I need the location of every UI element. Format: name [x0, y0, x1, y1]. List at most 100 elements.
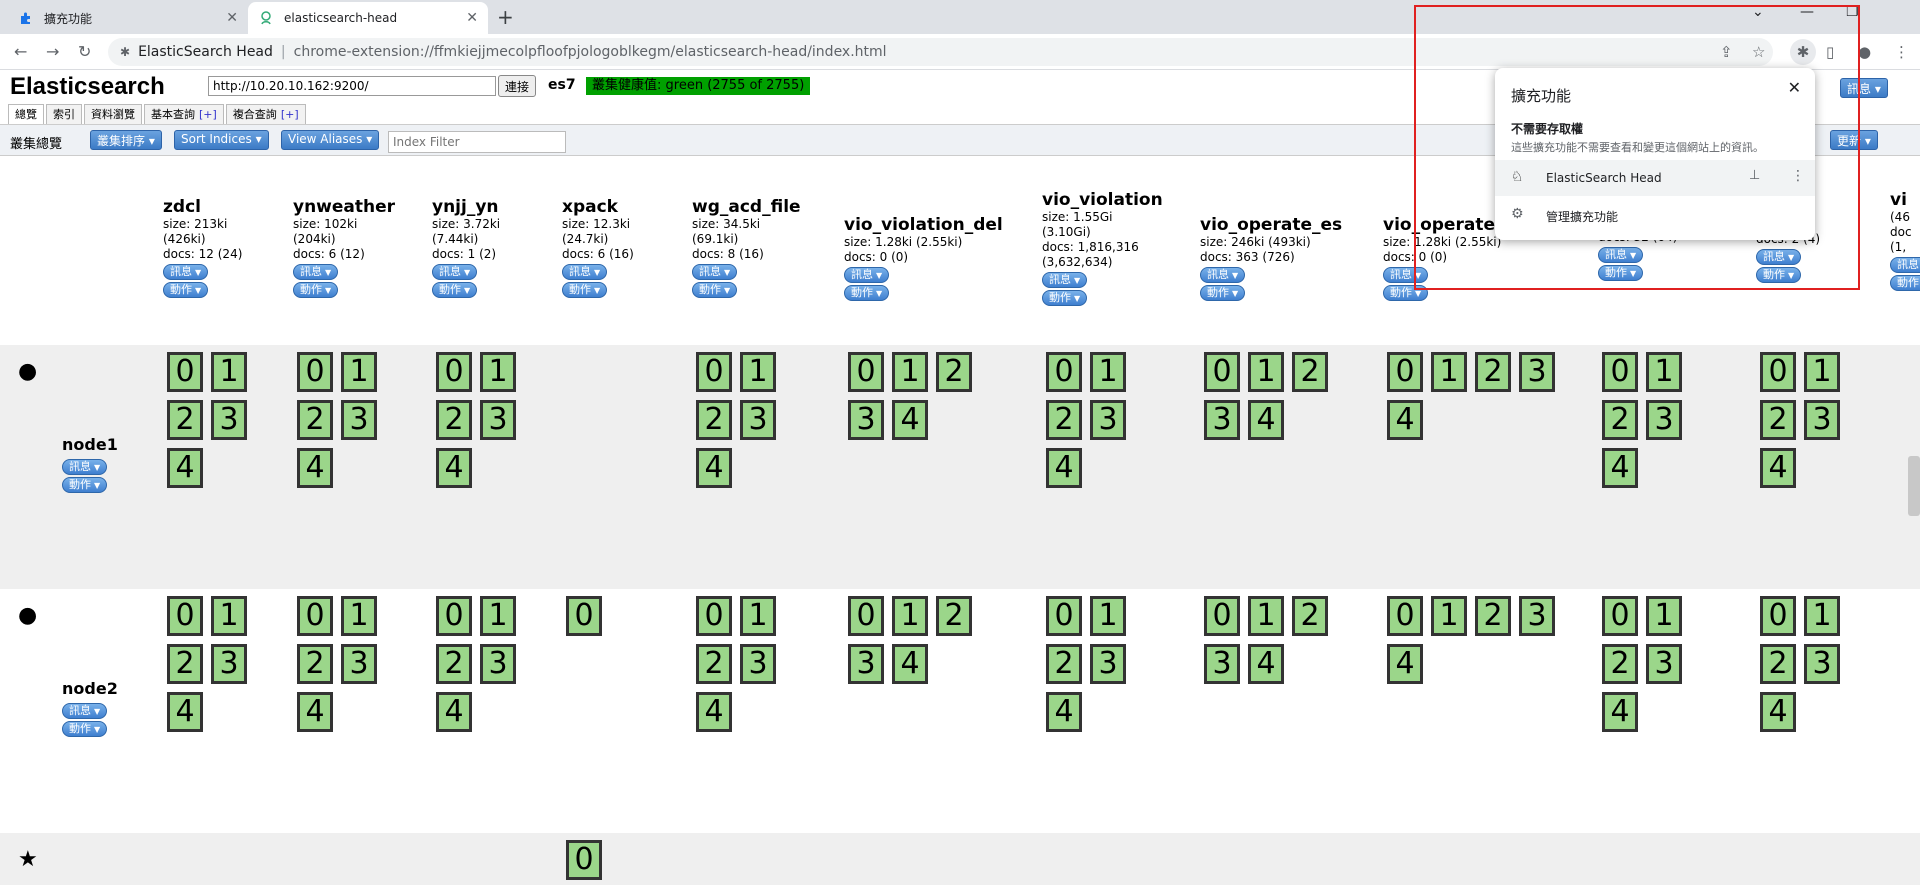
action-pill[interactable]: 動作▼ [1756, 267, 1802, 283]
shard-box[interactable]: 2 [936, 352, 972, 392]
shard-box[interactable]: 1 [892, 596, 928, 636]
shard-box[interactable]: 4 [1602, 448, 1638, 488]
info-pill[interactable]: 訊息▼ [1042, 272, 1088, 288]
shard-box[interactable]: 0 [436, 596, 472, 636]
shard-box[interactable]: 0 [167, 596, 203, 636]
shard-box[interactable]: 0 [1602, 352, 1638, 392]
profile-avatar-icon[interactable]: ● [1858, 43, 1872, 61]
action-pill[interactable]: 動作▼ [1042, 290, 1088, 306]
action-pill[interactable]: 動作▼ [1598, 265, 1644, 281]
action-pill[interactable]: 動作▼ [293, 282, 339, 298]
shard-box[interactable]: 2 [297, 644, 333, 684]
shard-box[interactable]: 1 [211, 596, 247, 636]
shard-box[interactable]: 1 [1090, 352, 1126, 392]
shard-box[interactable]: 3 [341, 400, 377, 440]
index-filter-input[interactable] [388, 131, 566, 153]
side-panel-icon[interactable]: ▯ [1826, 43, 1835, 61]
shard-box[interactable]: 2 [1046, 400, 1082, 440]
shard-box[interactable]: 2 [1475, 352, 1511, 392]
action-pill[interactable]: 動作▼ [562, 282, 608, 298]
shard-box[interactable]: 2 [1046, 644, 1082, 684]
action-pill[interactable]: 動作▼ [163, 282, 209, 298]
shard-box[interactable]: 2 [1760, 644, 1796, 684]
shard-box[interactable]: 4 [1387, 644, 1423, 684]
info-pill[interactable]: 訊息▼ [1890, 257, 1920, 273]
shard-box[interactable]: 0 [1204, 352, 1240, 392]
shard-box[interactable]: 0 [297, 352, 333, 392]
shard-box[interactable]: 0 [1760, 352, 1796, 392]
shard-box[interactable]: 3 [1090, 400, 1126, 440]
tab-elasticsearch-head[interactable]: elasticsearch-head ✕ [248, 2, 488, 34]
tab-plus[interactable]: [+] [199, 108, 217, 121]
shard-box[interactable]: 2 [936, 596, 972, 636]
shard-box[interactable]: 4 [297, 448, 333, 488]
shard-box[interactable]: 4 [1046, 692, 1082, 732]
shard-box[interactable]: 0 [1204, 596, 1240, 636]
info-pill[interactable]: 訊息▼ [692, 264, 738, 280]
shard-box[interactable]: 1 [1804, 596, 1840, 636]
shard-box[interactable]: 4 [1602, 692, 1638, 732]
star-icon[interactable]: ☆ [1752, 43, 1766, 61]
forward-arrow-icon[interactable]: → [46, 42, 60, 61]
shard-box[interactable]: 3 [1646, 644, 1682, 684]
shard-box[interactable]: 1 [1804, 352, 1840, 392]
manage-extensions-link[interactable]: 管理擴充功能 [1546, 210, 1619, 224]
new-tab-button[interactable]: + [497, 5, 514, 29]
shard-box[interactable]: 0 [566, 596, 602, 636]
tab-plus[interactable]: [+] [280, 108, 299, 121]
shard-box[interactable]: 4 [1248, 644, 1284, 684]
shard-box[interactable]: 3 [341, 644, 377, 684]
action-pill[interactable]: 動作▼ [844, 285, 890, 301]
extension-item-es-head[interactable]: ♘ ElasticSearch Head ⊥ ⋮ [1495, 160, 1815, 196]
shard-box[interactable]: 2 [1602, 644, 1638, 684]
shard-box[interactable]: 4 [167, 692, 203, 732]
shard-box[interactable]: 4 [1760, 448, 1796, 488]
shard-box[interactable]: 1 [1248, 352, 1284, 392]
shard-box[interactable]: 1 [892, 352, 928, 392]
shard-box[interactable]: 2 [696, 400, 732, 440]
shard-box[interactable]: 3 [1804, 644, 1840, 684]
shard-box[interactable]: 2 [297, 400, 333, 440]
restore-icon[interactable]: ❐ [1846, 4, 1859, 20]
shard-box[interactable]: 0 [297, 596, 333, 636]
shard-box[interactable]: 0 [566, 840, 602, 880]
info-pill[interactable]: 訊息▼ [1756, 249, 1802, 265]
shard-box[interactable]: 4 [436, 448, 472, 488]
shard-box[interactable]: 0 [696, 352, 732, 392]
close-icon[interactable]: ✕ [466, 10, 478, 26]
info-pill[interactable]: 訊息▼ [62, 703, 108, 719]
shard-box[interactable]: 1 [1646, 352, 1682, 392]
shard-box[interactable]: 0 [1046, 352, 1082, 392]
shard-box[interactable]: 4 [436, 692, 472, 732]
tab-extensions[interactable]: 擴充功能 ✕ [8, 2, 248, 34]
shard-box[interactable]: 0 [1602, 596, 1638, 636]
shard-box[interactable]: 0 [848, 352, 884, 392]
tab-browser[interactable]: 資料瀏覽 [84, 104, 142, 124]
shard-box[interactable]: 3 [848, 400, 884, 440]
info-button[interactable]: 訊息 ▾ [1840, 78, 1888, 98]
shard-box[interactable]: 2 [167, 644, 203, 684]
action-pill[interactable]: 動作▼ [1200, 285, 1246, 301]
shard-box[interactable]: 1 [1090, 596, 1126, 636]
info-pill[interactable]: 訊息▼ [844, 267, 890, 283]
info-pill[interactable]: 訊息▼ [1383, 267, 1429, 283]
address-bar[interactable]: ✱ ElasticSearch Head | chrome-extension:… [108, 38, 1773, 66]
tab-indices[interactable]: 索引 [46, 104, 82, 124]
shard-box[interactable]: 2 [696, 644, 732, 684]
tab-basic-query[interactable]: 基本查詢 [+] [144, 104, 224, 124]
view-aliases-button[interactable]: View Aliases ▾ [281, 130, 380, 150]
refresh-button[interactable]: 更新 ▾ [1830, 130, 1878, 150]
sort-indices-button[interactable]: Sort Indices ▾ [174, 130, 269, 150]
sort-cluster-button[interactable]: 叢集排序 ▾ [90, 130, 162, 150]
close-icon[interactable]: ✕ [226, 10, 238, 26]
vertical-scrollbar[interactable] [1908, 456, 1920, 516]
action-pill[interactable]: 動作▼ [62, 721, 108, 737]
shard-box[interactable]: 2 [436, 400, 472, 440]
shard-box[interactable]: 2 [1292, 596, 1328, 636]
menu-kebab-icon[interactable]: ⋮ [1894, 43, 1909, 61]
close-icon[interactable]: ✕ [1787, 78, 1801, 97]
shard-box[interactable]: 1 [740, 352, 776, 392]
shard-box[interactable]: 1 [1431, 352, 1467, 392]
shard-box[interactable]: 2 [1602, 400, 1638, 440]
shard-box[interactable]: 3 [1090, 644, 1126, 684]
